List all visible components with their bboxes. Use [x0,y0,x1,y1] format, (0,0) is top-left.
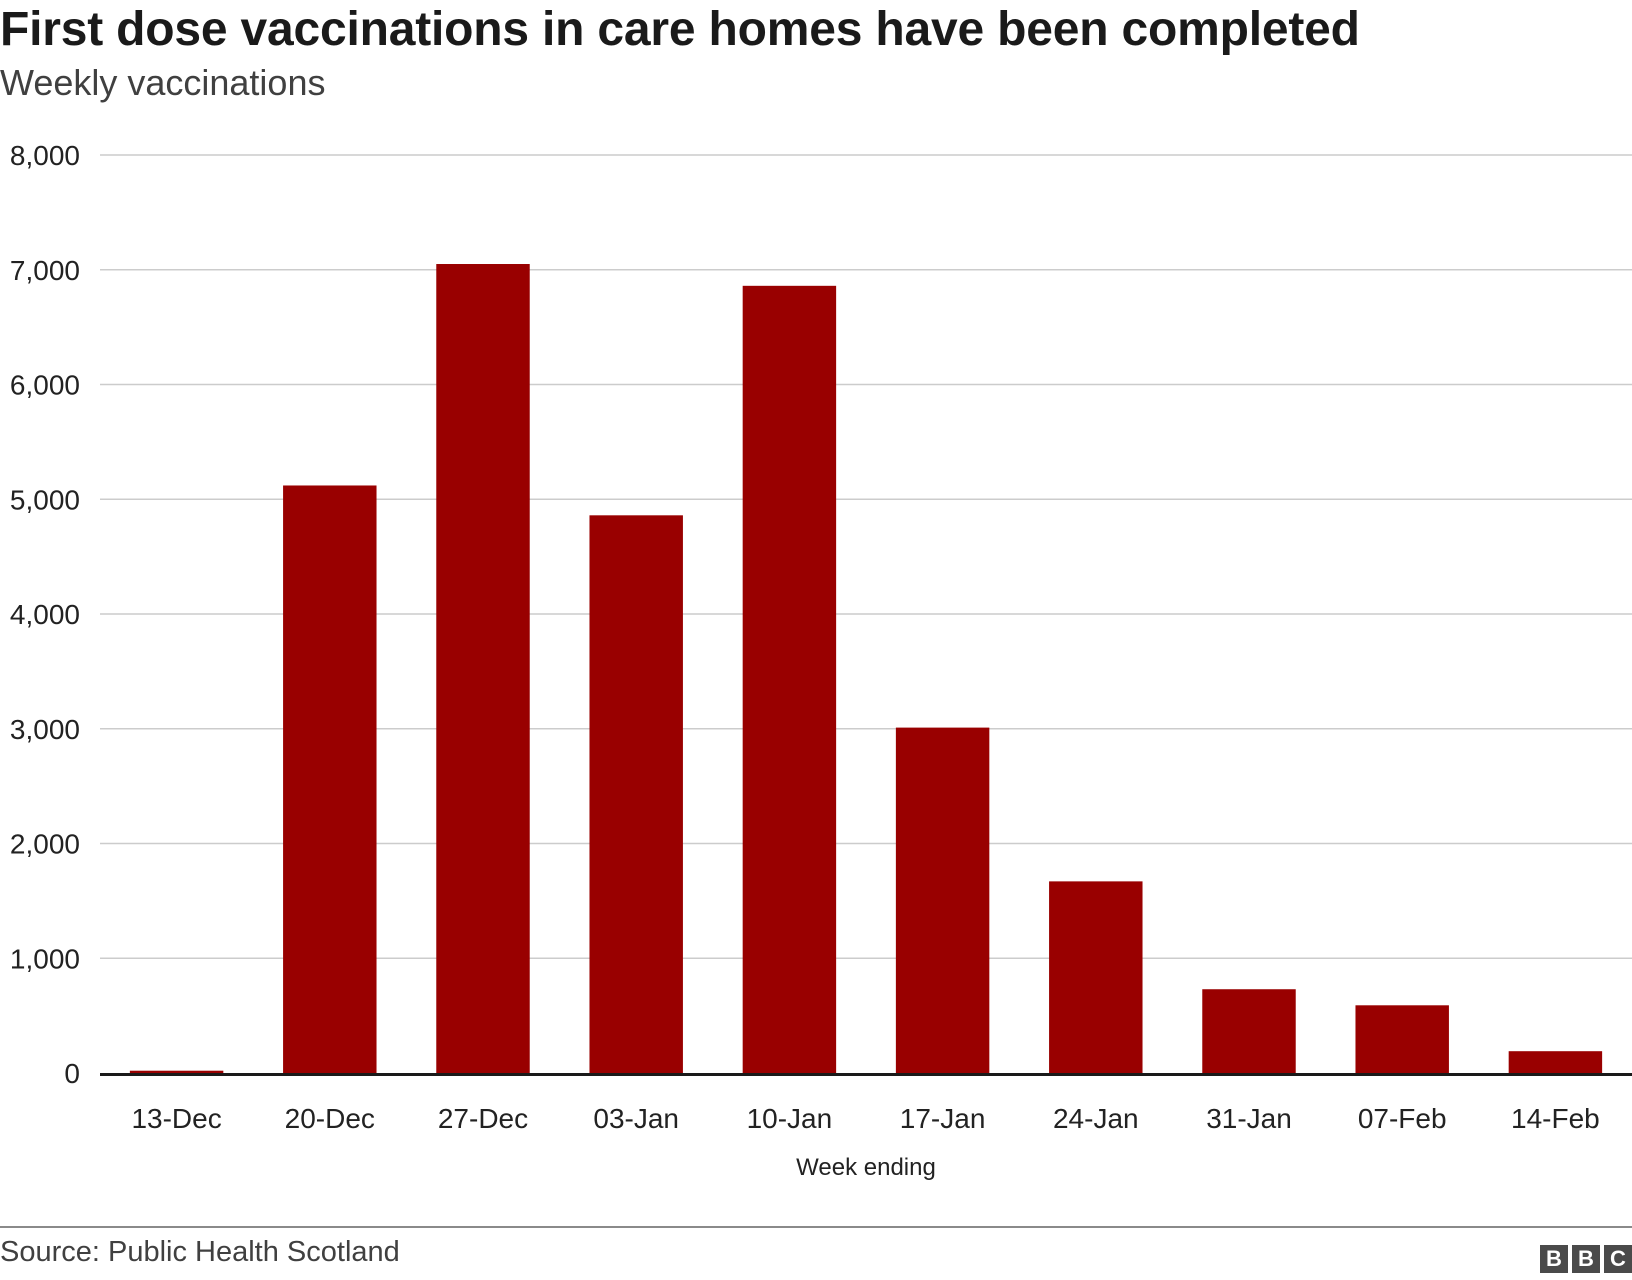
x-axis-tick-labels: 13-Dec 20-Dec 27-Dec 03-Jan 10-Jan 17-Jan 24-J… [131,1103,1599,1134]
bar-20-Dec [283,485,377,1074]
y-tick-label: 0 [64,1058,80,1089]
bbc-logo: B B C [1540,1245,1632,1273]
bar-chart: 0 1,000 2,000 3,000 4,000 5,000 6,000 7,000 8,00… [10,140,1632,1181]
y-tick-label: 2,000 [10,829,80,860]
bar-31-Jan [1202,989,1296,1073]
y-tick-label: 5,000 [10,484,80,515]
x-tick-label: 20-Dec [285,1103,375,1134]
y-axis-tick-labels: 0 1,000 2,000 3,000 4,000 5,000 6,000 7,000 8,00… [10,140,80,1089]
logo-letter: B [1540,1245,1568,1273]
bar-10-Jan [742,285,837,1073]
footer-divider [0,1226,1632,1228]
y-tick-label: 4,000 [10,599,80,630]
bars [129,264,1603,1074]
y-tick-label: 1,000 [10,943,80,974]
x-axis-title: Week ending [796,1154,936,1181]
x-tick-label: 27-Dec [438,1103,528,1134]
x-tick-label: 07-Feb [1358,1103,1447,1134]
y-tick-label: 3,000 [10,714,80,745]
logo-letter: C [1604,1245,1632,1273]
chart-title: First dose vaccinations in care homes ha… [0,3,1360,56]
bar-14-Feb [1508,1051,1603,1073]
x-tick-label: 17-Jan [900,1103,986,1134]
bar-24-Jan [1049,881,1143,1073]
y-tick-label: 7,000 [10,255,80,286]
bar-27-Dec [436,264,530,1073]
x-tick-label: 14-Feb [1511,1103,1600,1134]
bar-17-Jan [895,727,990,1073]
chart-subtitle: Weekly vaccinations [0,62,326,103]
x-tick-label: 03-Jan [593,1103,679,1134]
y-tick-label: 8,000 [10,140,80,171]
x-tick-label: 31-Jan [1206,1103,1292,1134]
bar-07-Feb [1355,1005,1449,1073]
x-tick-label: 24-Jan [1053,1103,1139,1134]
y-tick-label: 6,000 [10,370,80,401]
logo-letter: B [1572,1245,1600,1273]
bar-13-Dec [129,1070,224,1073]
bar-03-Jan [589,515,683,1073]
x-tick-label: 13-Dec [131,1103,221,1134]
source-note: Source: Public Health Scotland [0,1236,400,1268]
x-tick-label: 10-Jan [747,1103,833,1134]
